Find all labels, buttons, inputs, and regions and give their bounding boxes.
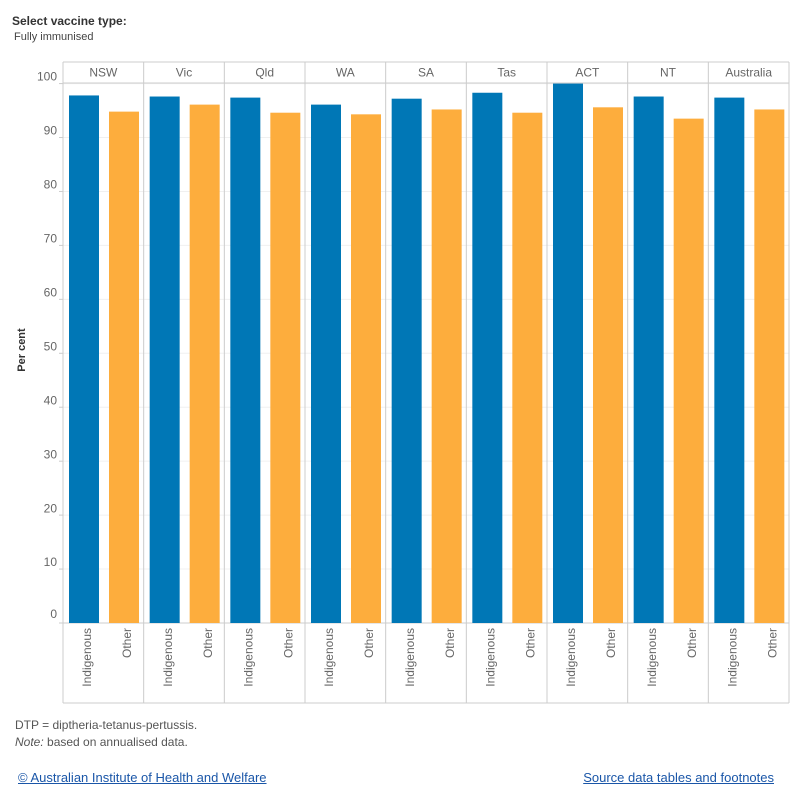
bar [109, 111, 139, 623]
bar [512, 112, 543, 623]
bar [351, 114, 381, 623]
footnote-abbrev: DTP = diptheria-tetanus-pertussis. [15, 718, 198, 732]
x-tick-label: Indigenous [322, 628, 336, 687]
filter: Select vaccine type: Fully immunised [12, 14, 127, 43]
bar [431, 109, 462, 623]
x-tick-label: Indigenous [645, 628, 659, 687]
x-tick-label: Other [201, 628, 215, 658]
bar [593, 107, 623, 624]
panel-header: Australia [725, 66, 772, 80]
y-tick-label: 20 [44, 501, 58, 515]
chart: 0 10 20 30 40 50 60 70 80 90 100 Per cent NSW Indigen… [16, 61, 790, 704]
x-tick-label: Other [443, 628, 457, 658]
panel-header: NT [660, 66, 677, 80]
x-tick-label: Indigenous [564, 628, 578, 687]
panel-header: ACT [575, 66, 600, 80]
link-source[interactable]: Source data tables and footnotes [583, 770, 774, 785]
panel-header: Tas [497, 66, 516, 80]
footnotes: DTP = diptheria-tetanus-pertussis. Note:… [15, 717, 197, 751]
y-tick-label: 100 [37, 70, 57, 84]
panel-header: Qld [255, 66, 274, 80]
bar [270, 112, 301, 623]
bar [69, 95, 99, 624]
y-axis-label: Per cent [16, 328, 28, 372]
filter-value[interactable]: Fully immunised [14, 31, 94, 43]
bar [149, 96, 180, 624]
x-tick-label: Indigenous [484, 628, 498, 687]
footnote-note: Note: based on annualised data. [15, 734, 197, 751]
panel-header: WA [336, 66, 355, 80]
y-tick-label: 90 [44, 124, 58, 138]
y-tick-label: 80 [44, 178, 58, 192]
panel-header: Vic [176, 66, 192, 80]
y-tick-label: 30 [44, 447, 58, 461]
bar [230, 97, 261, 623]
x-tick-label: Indigenous [726, 628, 740, 687]
x-tick-label: Indigenous [242, 628, 256, 687]
panel-header: SA [418, 66, 434, 80]
bar [673, 118, 704, 624]
x-tick-label: Other [362, 628, 376, 658]
bar [553, 83, 583, 624]
bar [754, 109, 785, 623]
note-text: based on annualised data. [47, 735, 188, 749]
y-tick-label: 10 [44, 555, 58, 569]
link-wrap: Source data tables and footnotes [583, 770, 774, 785]
x-tick-label: Other [282, 628, 296, 658]
bar [391, 98, 422, 623]
x-tick-label: Indigenous [161, 628, 175, 687]
y-tick-label: 70 [44, 232, 58, 246]
bar [311, 104, 341, 623]
x-tick-label: Other [120, 628, 134, 658]
bar [472, 92, 503, 623]
link-aihw[interactable]: © Australian Institute of Health and Wel… [18, 770, 267, 785]
y-tick-label: 40 [44, 393, 58, 407]
y-tick-label: 0 [50, 607, 57, 621]
y-tick-label: 60 [44, 286, 58, 300]
x-tick-label: Indigenous [403, 628, 417, 687]
note-label: Note: [15, 735, 44, 749]
bar [714, 97, 745, 623]
bar [189, 104, 220, 623]
x-tick-label: Indigenous [80, 628, 94, 687]
bar [633, 96, 664, 624]
link-wrap: © Australian Institute of Health and Wel… [18, 770, 267, 785]
x-tick-label: Other [524, 628, 538, 658]
filter-label: Select vaccine type: [12, 14, 127, 28]
x-tick-label: Other [766, 628, 780, 658]
x-tick-label: Other [604, 628, 618, 658]
y-tick-label: 50 [44, 339, 58, 353]
x-tick-label: Other [685, 628, 699, 658]
panel-header: NSW [89, 66, 118, 80]
